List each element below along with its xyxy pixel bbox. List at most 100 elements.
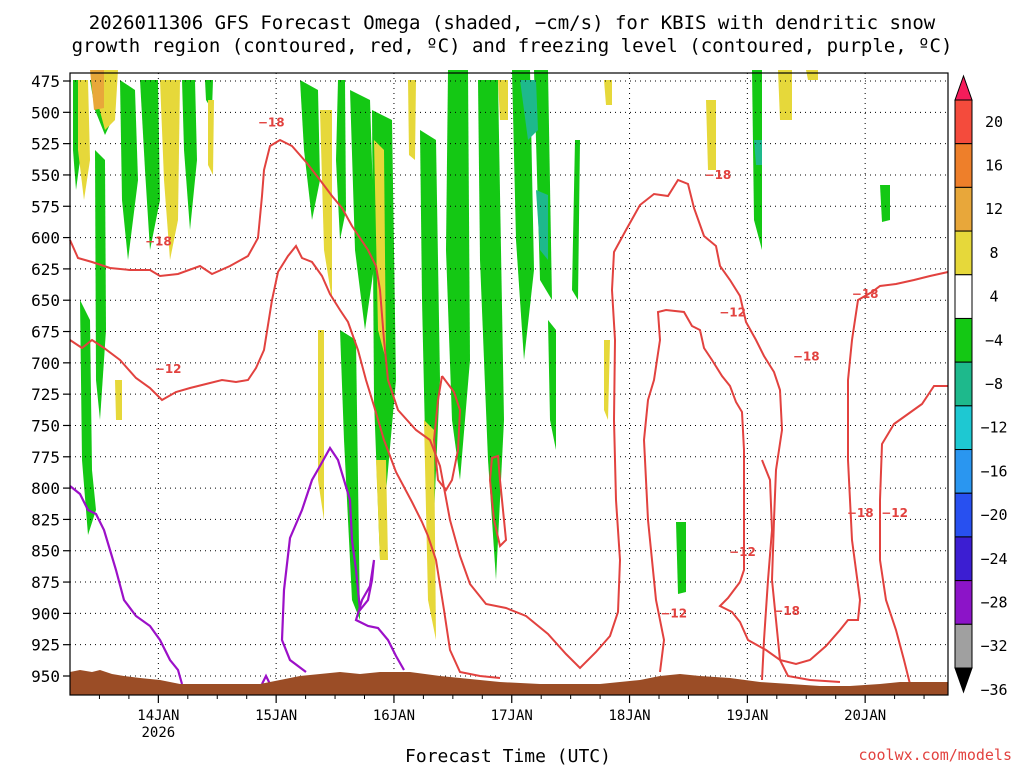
chart-title-line-1: 2026011306 GFS Forecast Omega (shaded, −… [89,12,936,34]
colorbar-swatch [954,580,973,625]
snow-growth-contour [432,375,462,492]
omega-streak-yellow [424,420,436,640]
omega-streak-yellow [78,80,90,200]
x-tick-sublabel: 2026 [141,725,175,741]
x-axis-label: Forecast Time (UTC) [405,746,611,767]
y-tick-label: 950 [31,667,60,686]
colorbar-top-triangle [954,74,973,101]
colorbar-swatch [954,274,973,319]
colorbar-swatch [954,361,973,407]
y-tick-label: 600 [31,229,60,248]
colorbar-label: −36 [980,681,1007,699]
omega-streak-yellow [208,100,214,175]
x-tick-label: 18JAN [608,708,650,724]
y-tick-label: 475 [31,72,60,91]
omega-streak-green [140,80,160,250]
y-tick-label: 650 [31,291,60,310]
y-tick-label: 925 [31,636,60,655]
omega-streak-teal [520,80,538,140]
colorbar-label: −8 [985,375,1003,393]
omega-streak-yellow [806,70,818,80]
contour-label: −12 [155,362,182,376]
y-tick-label: 500 [31,103,60,122]
colorbar-bottom-triangle [954,667,973,694]
omega-streak-yellow [498,80,508,120]
y-tick-label: 900 [31,604,60,623]
colorbar-label: −24 [980,550,1007,568]
omega-streak-green [676,522,686,594]
colorbar-swatch [954,317,973,363]
omega-streak-yellow [376,460,388,560]
colorbar-label: −20 [980,506,1007,524]
x-tick-label: 14JAN [137,708,179,724]
colorbar-swatch [954,143,973,188]
colorbar-label: −12 [980,419,1007,437]
omega-streak-green [512,70,534,360]
terrain-ground [70,670,948,695]
contour-label: −12 [881,506,908,520]
omega-shading-layer [73,70,890,640]
x-tick-label: 20JAN [844,708,886,724]
colorbar-label: 12 [985,200,1003,218]
y-tick-label: 550 [31,166,60,185]
contour-label: −18 [793,350,820,364]
snow-growth-contour [879,385,948,685]
y-tick-label: 700 [31,354,60,373]
omega-streak-green [120,80,138,260]
omega-streak-yellow [320,110,332,300]
snow-growth-contour [69,244,501,679]
omega-streak-yellow [778,70,792,120]
omega-streak-green [880,185,890,222]
omega-streak-yellow [160,80,180,260]
omega-streak-yellow [604,80,612,105]
plot-frame [69,72,949,696]
omega-streak-green [572,140,580,300]
omega-streak-green [548,320,556,450]
omega-streak-green [340,330,360,620]
colorbar-label: 8 [989,244,998,262]
contour-label: −12 [729,545,756,559]
colorbar-swatch [954,536,973,582]
y-tick-label: 525 [31,135,60,154]
omega-streak-green [182,80,197,230]
credit-text: coolwx.com/models [858,746,1012,764]
grid-layer [70,73,948,695]
omega-streak-green [80,300,96,535]
contour-layer [69,138,949,685]
omega-streak-green [478,80,504,580]
y-tick-label: 775 [31,448,60,467]
snow-growth-contour [642,271,949,673]
contour-label: −18 [705,168,732,182]
colorbar-swatch [954,230,973,276]
omega-streak-green [336,80,346,240]
colorbar-label: −16 [980,462,1007,480]
colorbar-swatch [954,623,973,669]
x-tick-label: 19JAN [726,708,768,724]
omega-streak-yellow [706,100,716,170]
terrain-layer [70,670,948,695]
contour-label: −18 [258,115,285,129]
plot-area: −18 −18 −12 −18 −12 −18 −18 −18 −12 −12 −18 −12 [69,70,949,696]
omega-streak-yellow [408,80,416,160]
omega-streak-orange [90,70,104,110]
y-tick-label: 725 [31,385,60,404]
colorbar-label: 16 [985,157,1003,175]
contour-label: −12 [719,306,746,320]
colorbar-label: 4 [989,288,998,306]
colorbar-swatch [954,492,973,538]
contour-label: −18 [852,287,879,301]
snow-growth-contour [69,138,841,683]
y-tick-label: 800 [31,479,60,498]
snow-growth-contour [488,454,508,548]
colorbar-legend: 20 16 12 8 4 −4 −8 −12 −16 −20 −24 −28 −32 −36 [954,74,1008,699]
plot-background [70,73,948,695]
colorbar-swatch [954,449,973,494]
snow-growth-contour [761,459,774,681]
colorbar-label: −28 [980,593,1007,611]
y-tick-label: 750 [31,416,60,435]
x-tick-label: 17JAN [491,708,533,724]
contour-label: −18 [773,604,800,618]
omega-streak-yellow [374,140,386,360]
omega-streak-teal [754,140,762,165]
